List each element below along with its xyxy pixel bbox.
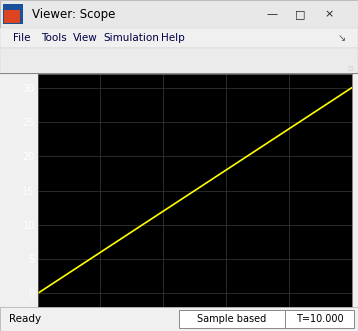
- Text: T=10.000: T=10.000: [296, 314, 343, 324]
- Text: File: File: [13, 33, 30, 43]
- Text: —: —: [266, 9, 278, 19]
- Text: ⊡: ⊡: [348, 67, 354, 72]
- Text: ×: ×: [325, 9, 334, 19]
- Text: Simulation: Simulation: [104, 33, 160, 43]
- Text: Viewer: Scope: Viewer: Scope: [32, 8, 116, 21]
- Text: Sample based: Sample based: [197, 314, 266, 324]
- Text: Ready: Ready: [9, 314, 41, 324]
- Text: Help: Help: [161, 33, 185, 43]
- Text: Tools: Tools: [41, 33, 67, 43]
- Text: □: □: [295, 9, 306, 19]
- Text: ↘: ↘: [338, 33, 346, 43]
- Text: View: View: [73, 33, 98, 43]
